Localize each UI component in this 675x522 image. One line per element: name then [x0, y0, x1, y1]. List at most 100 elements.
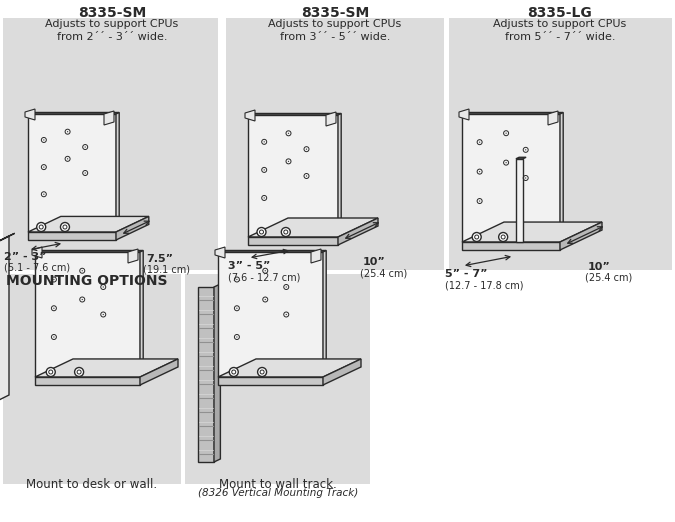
Text: 2” - 3”: 2” - 3”: [4, 252, 47, 262]
Polygon shape: [323, 359, 361, 385]
Polygon shape: [548, 111, 558, 125]
Text: 5” - 7”: 5” - 7”: [445, 269, 487, 279]
Polygon shape: [214, 284, 221, 462]
Text: (7.6 - 12.7 cm): (7.6 - 12.7 cm): [228, 272, 300, 282]
Polygon shape: [462, 112, 563, 114]
Circle shape: [67, 131, 68, 132]
Circle shape: [265, 299, 266, 300]
Circle shape: [53, 307, 55, 309]
Circle shape: [236, 336, 238, 338]
Polygon shape: [25, 109, 35, 120]
Circle shape: [43, 167, 45, 168]
Text: (12.7 - 17.8 cm): (12.7 - 17.8 cm): [445, 280, 524, 290]
Circle shape: [43, 139, 45, 140]
Polygon shape: [218, 377, 323, 385]
Polygon shape: [218, 359, 361, 377]
Polygon shape: [104, 111, 114, 125]
Circle shape: [36, 222, 46, 231]
Text: (5.1 - 7.6 cm): (5.1 - 7.6 cm): [4, 263, 70, 273]
Circle shape: [499, 232, 508, 242]
Circle shape: [230, 367, 238, 376]
Circle shape: [479, 171, 480, 172]
Text: 7.5”: 7.5”: [146, 254, 173, 264]
Circle shape: [258, 367, 267, 376]
Polygon shape: [0, 233, 15, 242]
Circle shape: [288, 161, 289, 162]
Polygon shape: [560, 112, 563, 242]
Circle shape: [286, 287, 287, 288]
Circle shape: [288, 133, 289, 134]
Polygon shape: [245, 110, 255, 121]
Circle shape: [103, 314, 104, 315]
Text: 8335-SM: 8335-SM: [301, 6, 369, 20]
Polygon shape: [128, 249, 138, 263]
Bar: [226, 18, 444, 270]
Text: (8326 Vertical Mounting Track): (8326 Vertical Mounting Track): [198, 488, 358, 498]
Polygon shape: [32, 247, 42, 258]
Circle shape: [479, 141, 480, 143]
Polygon shape: [462, 222, 602, 242]
Bar: [3, 18, 218, 270]
Circle shape: [84, 172, 86, 174]
Polygon shape: [323, 251, 326, 377]
Circle shape: [506, 133, 507, 134]
Polygon shape: [116, 112, 119, 232]
Polygon shape: [560, 222, 602, 250]
Polygon shape: [140, 359, 178, 385]
Text: (25.4 cm): (25.4 cm): [585, 273, 632, 283]
Circle shape: [47, 367, 55, 376]
Polygon shape: [0, 236, 9, 401]
Bar: [449, 18, 672, 270]
Circle shape: [306, 149, 307, 150]
Circle shape: [53, 336, 55, 338]
Polygon shape: [516, 157, 526, 159]
Circle shape: [286, 314, 287, 315]
Circle shape: [82, 270, 83, 271]
Text: 10”: 10”: [363, 257, 385, 267]
Bar: [185, 274, 370, 484]
Polygon shape: [459, 109, 469, 120]
Polygon shape: [326, 112, 336, 126]
Polygon shape: [28, 114, 116, 232]
Circle shape: [103, 287, 104, 288]
Polygon shape: [248, 218, 378, 237]
Polygon shape: [28, 112, 119, 114]
Circle shape: [84, 147, 86, 148]
Text: Adjusts to support CPUs
from 2´´ - 3´´ wide.: Adjusts to support CPUs from 2´´ - 3´´ w…: [45, 19, 179, 42]
Text: 10”: 10”: [588, 262, 611, 272]
Circle shape: [306, 175, 307, 176]
Circle shape: [61, 222, 70, 231]
Polygon shape: [116, 217, 148, 240]
Text: Adjusts to support CPUs
from 3´´ - 5´´ wide.: Adjusts to support CPUs from 3´´ - 5´´ w…: [269, 19, 402, 42]
Polygon shape: [28, 217, 148, 232]
Circle shape: [82, 299, 83, 300]
Polygon shape: [35, 252, 140, 377]
Circle shape: [264, 169, 265, 171]
Bar: [3, 274, 181, 484]
Polygon shape: [248, 115, 338, 237]
Circle shape: [265, 270, 266, 271]
Polygon shape: [35, 359, 178, 377]
Text: 3” - 5”: 3” - 5”: [228, 261, 271, 271]
Polygon shape: [248, 237, 338, 245]
Circle shape: [257, 228, 266, 236]
Text: (19.1 cm): (19.1 cm): [143, 265, 190, 275]
Circle shape: [236, 307, 238, 309]
Circle shape: [236, 279, 238, 280]
Circle shape: [506, 162, 507, 163]
Text: (25.4 cm): (25.4 cm): [360, 268, 407, 278]
Polygon shape: [28, 232, 116, 240]
Circle shape: [75, 367, 84, 376]
Polygon shape: [248, 113, 341, 115]
Text: 8335-LG: 8335-LG: [528, 6, 593, 20]
Polygon shape: [35, 377, 140, 385]
Polygon shape: [462, 114, 560, 242]
Polygon shape: [35, 251, 143, 252]
Text: Mount to desk or wall.: Mount to desk or wall.: [26, 478, 157, 491]
Polygon shape: [218, 252, 323, 377]
Polygon shape: [338, 113, 341, 237]
Polygon shape: [215, 247, 225, 258]
Circle shape: [525, 177, 526, 179]
Circle shape: [472, 232, 481, 242]
Text: Adjusts to support CPUs
from 5´´ - 7´´ wide.: Adjusts to support CPUs from 5´´ - 7´´ w…: [493, 19, 626, 42]
